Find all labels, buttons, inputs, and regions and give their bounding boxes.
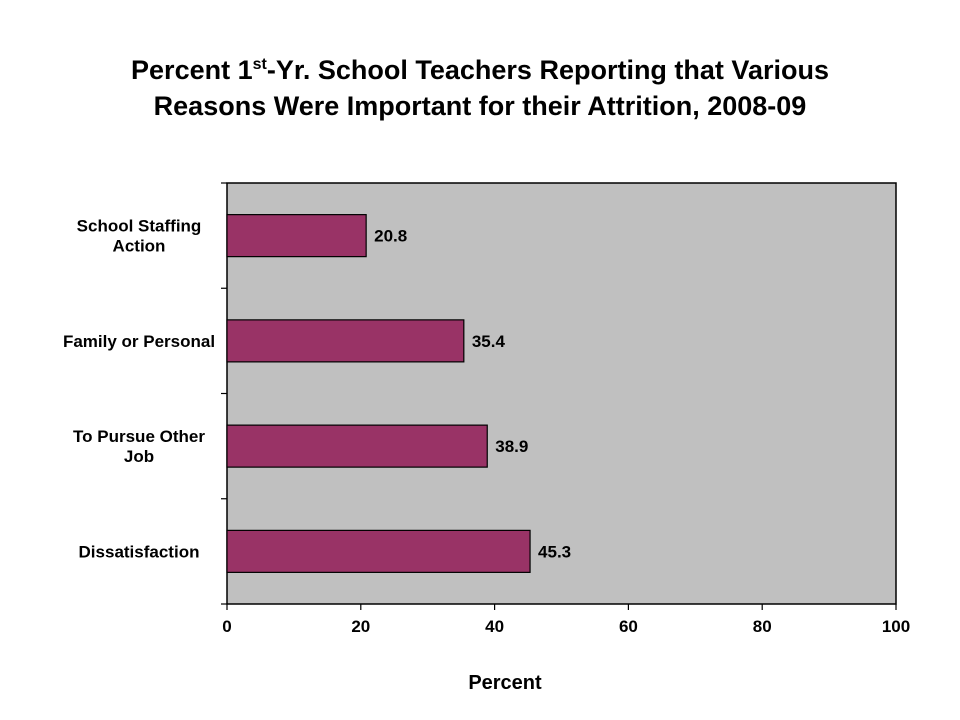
data-label: 45.3 xyxy=(538,542,571,561)
bar xyxy=(226,214,367,258)
x-tick-label: 0 xyxy=(222,617,231,636)
x-axis-label: Percent xyxy=(468,672,542,694)
x-tick-label: 60 xyxy=(619,617,638,636)
category-label-line: Family or Personal xyxy=(63,332,215,351)
data-label: 35.4 xyxy=(472,332,506,351)
x-tick-label: 100 xyxy=(882,617,910,636)
category-label-line: To Pursue Other xyxy=(73,427,205,446)
data-label: 20.8 xyxy=(374,227,407,246)
data-label: 38.9 xyxy=(495,437,528,456)
bar xyxy=(226,529,531,573)
category-label-line: Action xyxy=(113,237,166,256)
category-label-line: Job xyxy=(124,447,154,466)
x-tick-label: 40 xyxy=(485,617,504,636)
category-label: Dissatisfaction xyxy=(79,542,200,561)
category-label: School Staffing Action xyxy=(77,217,202,256)
category-label: To Pursue Other Job xyxy=(73,427,205,466)
x-tick-label: 20 xyxy=(351,617,370,636)
bar xyxy=(226,424,488,468)
category-label: Family or Personal xyxy=(63,332,215,351)
category-label-line: Dissatisfaction xyxy=(79,542,200,561)
bar xyxy=(226,319,465,363)
x-tick-label: 80 xyxy=(753,617,772,636)
category-label-line: School Staffing xyxy=(77,217,202,236)
chart-title: Percent 1st-Yr. School Teachers Reportin… xyxy=(131,55,829,121)
